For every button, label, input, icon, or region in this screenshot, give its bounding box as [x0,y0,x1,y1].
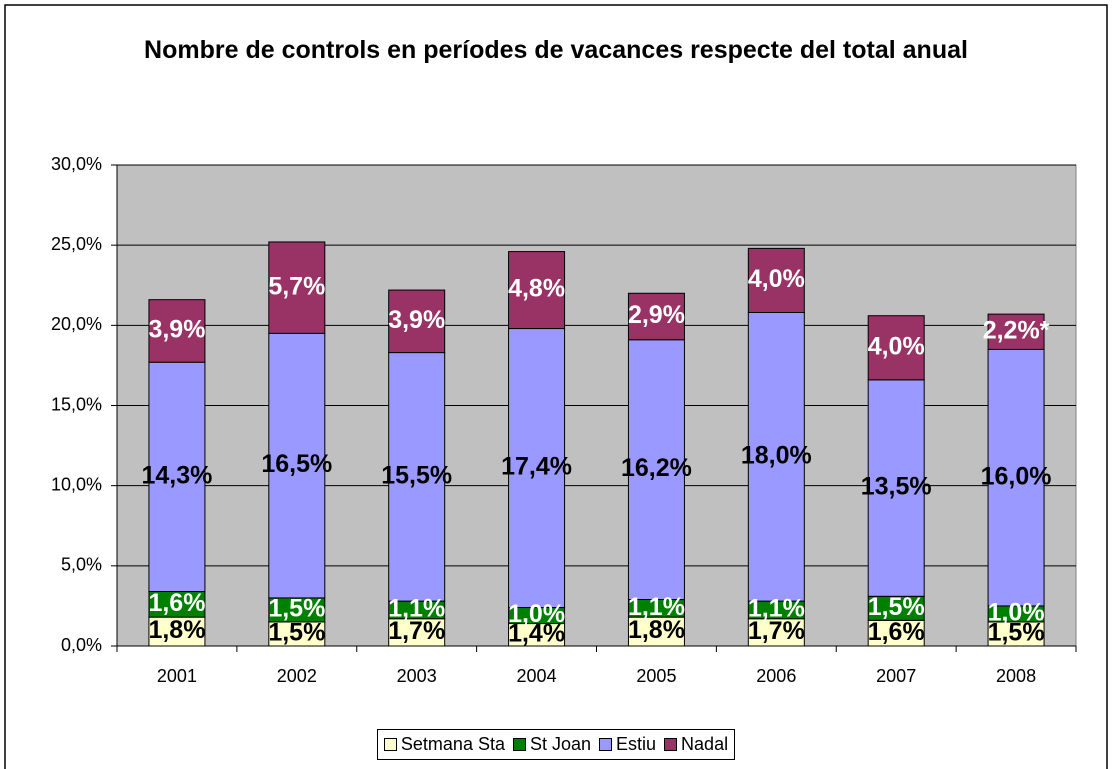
data-label: 16,0% [981,462,1052,490]
data-label: 1,8% [628,616,685,644]
y-tick-label: 0,0% [61,635,102,655]
data-label: 1,0% [508,600,565,628]
data-label: 4,8% [508,275,565,303]
x-tick-label: 2003 [397,666,437,686]
data-label: 18,0% [741,441,812,469]
x-tick-label: 2004 [517,666,557,686]
bar-segment [508,251,566,330]
data-label: 1,5% [268,595,325,623]
bar-segment [747,247,805,314]
legend-swatch [383,738,397,751]
legend-item: St Joan [512,734,592,755]
legend-item: Nadal [664,734,728,755]
data-label: 1,6% [148,589,205,617]
data-label: 1,7% [388,617,445,645]
data-label: 5,7% [268,272,325,300]
y-tick-label: 5,0% [61,555,102,575]
data-label: 2,9% [628,301,685,329]
bar-segment [627,292,685,341]
data-label: 1,1% [628,593,685,621]
data-label: 3,9% [388,306,445,334]
data-label: 17,4% [501,453,572,481]
y-tick-label: 25,0% [51,234,102,254]
data-label: 1,1% [748,595,805,623]
x-tick-label: 2005 [636,666,676,686]
bar-segment [987,348,1045,607]
bar-segment [148,299,206,363]
data-label: 2,2%* [983,316,1050,344]
legend-label: Estiu [616,734,657,754]
data-label: 16,2% [621,454,692,482]
legend-label: Nadal [681,734,729,754]
bar-segment [268,597,326,623]
data-label: 1,0% [988,599,1045,627]
bar-segment [268,332,326,599]
x-tick-label: 2006 [756,666,796,686]
data-label: 1,1% [388,595,445,623]
bar-segment [747,618,805,647]
legend: Setmana Sta St Joan Estiu Nadal [0,729,1112,760]
bar-segment [388,289,446,354]
legend-item: Estiu [599,734,656,755]
data-label: 1,6% [868,618,925,646]
legend-label: Setmana Sta [400,734,505,754]
data-label: 1,8% [148,616,205,644]
data-label: 1,5% [988,619,1045,647]
data-label: 13,5% [861,473,932,501]
data-label: 15,5% [381,461,452,489]
data-label: 14,3% [141,461,212,489]
legend-label: St Joan [529,734,592,754]
bar-segment [987,621,1045,647]
data-label: 1,7% [748,617,805,645]
bar-segment [388,352,446,602]
bar-segment [747,312,805,602]
x-tick-label: 2007 [876,666,916,686]
y-tick-label: 15,0% [51,394,102,414]
data-label: 16,5% [261,450,332,478]
x-tick-label: 2001 [157,666,197,686]
bar-segment [268,241,326,334]
data-label: 1,4% [508,619,565,647]
legend-box: Setmana Sta St Joan Estiu Nadal [376,729,736,760]
y-tick-label: 20,0% [51,314,102,334]
legend-swatch [512,738,526,751]
data-label: 3,9% [148,316,205,344]
data-label: 4,0% [868,332,925,360]
bar-segment [148,590,206,618]
bar-segment [987,313,1045,350]
data-label: 1,5% [268,619,325,647]
chart-title: Nombre de controls en períodes de vacanc… [144,36,968,64]
data-label: 1,5% [868,593,925,621]
legend-swatch [599,738,613,751]
legend-swatch [664,738,678,751]
data-label: 4,0% [748,265,805,293]
y-tick-label: 10,0% [51,474,102,494]
y-tick-label: 30,0% [51,154,102,174]
bar-segment [508,328,566,609]
x-tick-label: 2002 [277,666,317,686]
x-tick-label: 2008 [996,666,1036,686]
bar-segment [867,315,925,381]
legend-item: Setmana Sta [383,734,505,755]
bar-segment [627,339,685,601]
